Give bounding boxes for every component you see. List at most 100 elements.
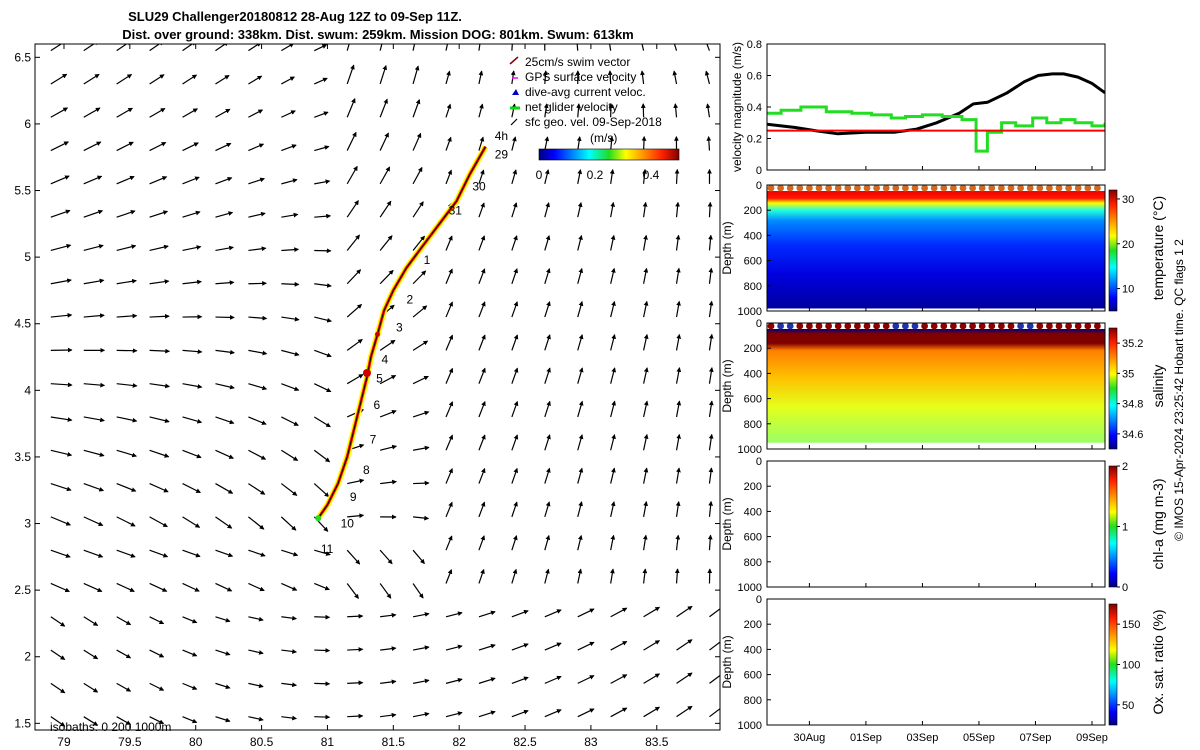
surface-sample	[767, 322, 775, 330]
map-frame	[34, 43, 721, 731]
current-vector	[83, 716, 99, 726]
current-vector	[706, 44, 711, 51]
colorbar-label: chl-a (mg m-3)	[1150, 478, 1166, 569]
current-vector	[83, 483, 105, 492]
depth-ylabel: Depth (m)	[720, 497, 734, 550]
current-vector	[412, 98, 421, 118]
depth-ylabel: Depth (m)	[720, 359, 734, 412]
current-vector	[445, 235, 453, 251]
surface-sample	[1055, 184, 1063, 192]
current-vector	[544, 400, 551, 418]
current-vector	[182, 210, 201, 218]
surface-sample	[796, 322, 804, 330]
current-vector	[248, 315, 268, 321]
current-vector	[379, 549, 393, 565]
current-vector	[248, 582, 265, 592]
current-vector	[149, 483, 169, 493]
colorbar-tick-label: 150	[1122, 619, 1140, 631]
depth-panel-frame	[766, 460, 1106, 588]
current-vector	[511, 400, 519, 418]
current-vector	[149, 279, 170, 285]
depth-panel: 0 200 400 600 800 1000 Depth (m) 10 20 30 temperat…	[720, 180, 1166, 318]
surface-sample	[959, 322, 967, 330]
current-vector	[478, 202, 485, 218]
current-vector	[511, 235, 518, 251]
surface-sample	[854, 184, 861, 192]
surface-sample	[988, 184, 996, 192]
surface-sample	[911, 184, 919, 192]
current-vector	[544, 501, 551, 518]
velocity-y-axis: 0 0.2 0.4 0.6 0.8	[747, 39, 771, 177]
surface-sample	[969, 184, 976, 192]
current-vector	[511, 501, 518, 518]
current-vector	[281, 449, 299, 461]
current-vector	[478, 301, 486, 318]
current-vector	[314, 714, 331, 720]
current-vector	[609, 568, 615, 584]
current-vector	[314, 44, 328, 52]
current-vector	[511, 367, 519, 384]
current-vector	[706, 135, 712, 151]
current-vector	[379, 410, 397, 418]
current-vector	[412, 65, 420, 85]
surface-sample	[863, 322, 871, 330]
colorbar-tick-label: 10	[1122, 284, 1134, 296]
current-vector	[83, 516, 104, 526]
current-vector	[215, 245, 234, 252]
current-vector	[379, 98, 388, 118]
current-vector	[346, 165, 358, 185]
speed-colorbar-tick: 0	[536, 168, 543, 182]
current-vector	[412, 235, 425, 251]
current-vector	[248, 143, 265, 152]
map-y-tick-label: 2.5	[14, 583, 31, 597]
current-vector	[577, 169, 583, 184]
current-vector	[412, 678, 430, 684]
current-vector	[346, 549, 361, 565]
current-vector	[511, 268, 518, 284]
current-vector	[511, 169, 518, 185]
depth-tick-label: 800	[744, 695, 762, 707]
current-vector	[707, 534, 713, 551]
current-vector	[544, 301, 551, 318]
current-vector	[116, 516, 136, 527]
surface-sample	[921, 184, 928, 192]
current-vector	[610, 367, 617, 384]
colorbar-tick-label: 34.8	[1122, 399, 1143, 411]
title-line-2: Dist. over ground: 338km. Dist. swum: 25…	[122, 27, 634, 42]
current-vector	[248, 682, 264, 689]
current-vector	[674, 168, 680, 184]
current-vector	[445, 501, 453, 518]
current-vector	[511, 301, 519, 318]
current-vector	[610, 400, 616, 418]
surface-sample	[882, 184, 890, 192]
map-y-tick-label: 1.5	[14, 716, 31, 730]
current-vector	[478, 643, 496, 651]
current-vector	[215, 44, 229, 52]
current-vector	[83, 44, 99, 52]
current-vector	[379, 200, 392, 218]
current-vector	[215, 682, 231, 690]
current-vector	[412, 711, 430, 718]
current-vector	[412, 270, 427, 285]
current-vector	[50, 44, 67, 52]
depth-tick-label: 200	[744, 619, 762, 631]
surface-sample	[1026, 322, 1034, 330]
current-vector	[543, 103, 549, 118]
current-vector	[215, 108, 231, 118]
colorbar-tick-label: 100	[1122, 660, 1140, 672]
current-vector	[544, 367, 551, 384]
day-label: 31	[449, 204, 463, 218]
current-vector	[149, 74, 165, 85]
current-vector	[149, 348, 171, 354]
surface-sample	[978, 184, 986, 192]
surface-sample	[806, 184, 813, 192]
current-vector	[380, 646, 397, 651]
current-vector	[642, 201, 648, 218]
current-vector	[149, 516, 168, 528]
current-vector	[674, 568, 680, 584]
current-vector	[248, 416, 267, 425]
current-vector	[149, 176, 168, 185]
depth-tick-label: 200	[744, 205, 762, 217]
current-vector	[709, 605, 720, 618]
